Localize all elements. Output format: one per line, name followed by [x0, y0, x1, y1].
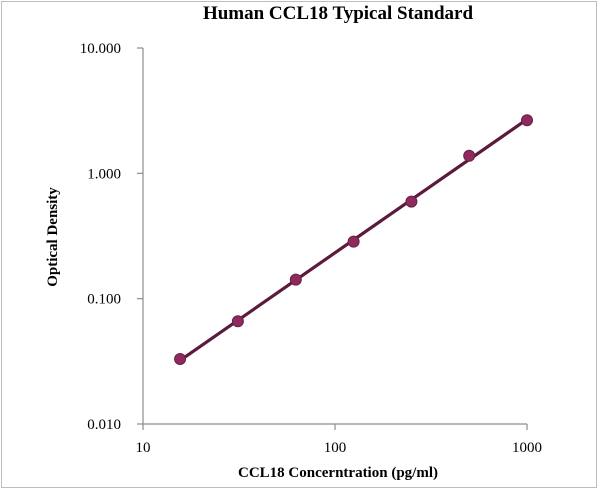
- y-tick-label: 10.000: [80, 41, 121, 57]
- data-points: [174, 114, 533, 366]
- data-point: [347, 235, 360, 248]
- data-point: [289, 273, 302, 286]
- x-axis: 10 100 1000: [136, 423, 542, 456]
- y-tick-label: 1.000: [87, 166, 121, 182]
- x-tick-label: 10: [136, 440, 151, 456]
- data-point: [405, 195, 418, 208]
- y-axis-label: Optical Density: [45, 187, 61, 287]
- x-tick-label: 1000: [512, 440, 542, 456]
- chart-title: Human CCL18 Typical Standard: [203, 3, 474, 24]
- data-point: [463, 149, 476, 162]
- y-axis: 0.010 0.100 1.000 10.000: [80, 41, 144, 433]
- data-point: [231, 315, 244, 328]
- x-tick-label: 100: [324, 440, 347, 456]
- data-point: [174, 353, 187, 366]
- y-tick-label: 0.100: [87, 292, 121, 308]
- y-tick-label: 0.010: [87, 417, 121, 433]
- x-axis-label: CCL18 Concerntration (pg/ml): [238, 465, 438, 481]
- data-point: [521, 114, 533, 127]
